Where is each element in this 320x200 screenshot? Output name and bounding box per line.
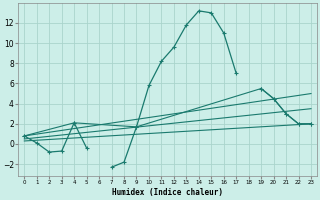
X-axis label: Humidex (Indice chaleur): Humidex (Indice chaleur) xyxy=(112,188,223,197)
